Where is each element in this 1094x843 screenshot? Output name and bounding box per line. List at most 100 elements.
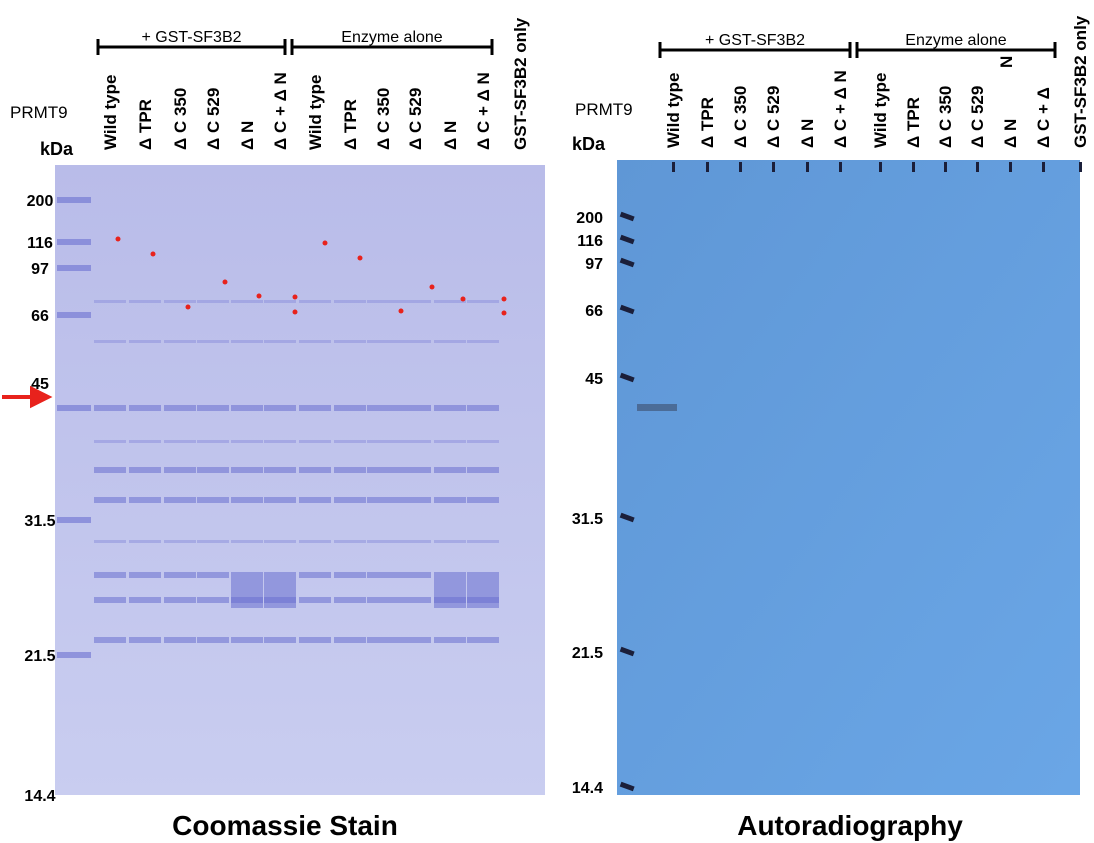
marker-asterisk xyxy=(322,240,328,246)
gel-band xyxy=(434,597,466,603)
gel-band xyxy=(367,637,399,643)
arrow xyxy=(2,385,53,409)
ladder-band xyxy=(57,312,91,318)
well-mark xyxy=(839,162,842,172)
gel-band xyxy=(231,340,263,343)
bracket xyxy=(96,39,287,55)
group-label: Enzyme alone xyxy=(341,29,442,46)
lane-label: Δ N xyxy=(238,121,257,150)
gel-band xyxy=(129,300,161,303)
gel-band xyxy=(264,340,296,343)
lane-label: Δ C 529 xyxy=(204,88,223,150)
gel-band xyxy=(367,300,399,303)
gel-band xyxy=(197,597,229,603)
mw-marker: 116 xyxy=(577,233,603,250)
gel-band xyxy=(467,300,499,303)
ladder-mark xyxy=(619,234,635,245)
well-mark xyxy=(976,162,979,172)
gel-band xyxy=(264,597,296,603)
gel-band xyxy=(264,405,296,411)
mw-marker: 200 xyxy=(27,193,54,210)
lane-label: Δ C + Δ xyxy=(1034,87,1053,148)
lane-label: GST-SF3B2 only xyxy=(511,17,530,150)
well-mark xyxy=(1009,162,1012,172)
ladder-mark xyxy=(619,372,635,383)
gel-band xyxy=(399,497,431,503)
lane-label: Δ C 350 xyxy=(374,88,393,150)
gel-band xyxy=(467,497,499,503)
lane-label: GST-SF3B2 only xyxy=(1071,15,1090,148)
marker-asterisk xyxy=(115,236,121,242)
panel-title: Coomassie Stain xyxy=(172,810,398,841)
gel-band xyxy=(94,597,126,603)
gel-band xyxy=(231,637,263,643)
gel-band xyxy=(434,540,466,543)
ladder-mark xyxy=(619,781,635,792)
well-mark xyxy=(1079,162,1082,172)
gel-band xyxy=(299,497,331,503)
mw-marker: 97 xyxy=(31,261,49,278)
gel-band xyxy=(299,405,331,411)
gel-band xyxy=(129,467,161,473)
ladder-band xyxy=(57,517,91,523)
ladder-mark xyxy=(619,304,635,315)
lane-label: Δ TPR xyxy=(904,97,923,148)
lane-label: Δ C 529 xyxy=(764,86,783,148)
gel-band xyxy=(399,440,431,443)
gel-band xyxy=(129,340,161,343)
group-label: Enzyme alone xyxy=(905,32,1006,49)
gel-band xyxy=(367,497,399,503)
gel-band xyxy=(299,467,331,473)
gel-band xyxy=(231,300,263,303)
gel-band xyxy=(467,540,499,543)
marker-asterisk xyxy=(501,296,507,302)
marker-asterisk xyxy=(357,255,363,261)
gel-band xyxy=(334,300,366,303)
gel-band xyxy=(399,572,431,578)
well-mark xyxy=(706,162,709,172)
gel-band xyxy=(334,440,366,443)
gel-band xyxy=(197,540,229,543)
lane-label-extra: N xyxy=(997,56,1016,68)
ladder-mark xyxy=(619,211,635,222)
mw-marker: 66 xyxy=(31,308,49,325)
gel-band xyxy=(399,597,431,603)
gel-band xyxy=(299,440,331,443)
gel-band xyxy=(334,467,366,473)
gel-band xyxy=(399,405,431,411)
lane-label: Δ N xyxy=(1001,119,1020,148)
marker-asterisk xyxy=(185,304,191,310)
gel-band xyxy=(467,405,499,411)
mw-marker: 14.4 xyxy=(24,788,55,805)
gel-band xyxy=(164,440,196,443)
bracket xyxy=(290,39,494,55)
gel-band xyxy=(197,440,229,443)
lane-label: Wild type xyxy=(306,75,325,150)
mw-marker: 200 xyxy=(576,210,603,227)
mw-marker: 116 xyxy=(27,235,53,252)
gel-band xyxy=(399,540,431,543)
well-mark xyxy=(1042,162,1045,172)
lane-label: Δ C 529 xyxy=(406,88,425,150)
gel-band xyxy=(434,340,466,343)
autoradiography-film xyxy=(617,160,1080,795)
lane-label: Δ TPR xyxy=(698,97,717,148)
well-mark xyxy=(879,162,882,172)
gel-band xyxy=(94,405,126,411)
marker-asterisk xyxy=(150,251,156,257)
gel-band xyxy=(467,440,499,443)
mw-marker: 31.5 xyxy=(572,511,603,528)
mw-marker: 14.4 xyxy=(572,780,603,797)
gel-band xyxy=(94,340,126,343)
mw-marker: 31.5 xyxy=(24,513,55,530)
gel-band xyxy=(94,540,126,543)
well-mark xyxy=(944,162,947,172)
gel-band xyxy=(367,440,399,443)
gel-band xyxy=(197,340,229,343)
gel-band xyxy=(334,572,366,578)
gel-band xyxy=(164,497,196,503)
marker-asterisk xyxy=(222,279,228,285)
gel-band xyxy=(129,440,161,443)
gel-band xyxy=(164,340,196,343)
gel-band xyxy=(129,497,161,503)
